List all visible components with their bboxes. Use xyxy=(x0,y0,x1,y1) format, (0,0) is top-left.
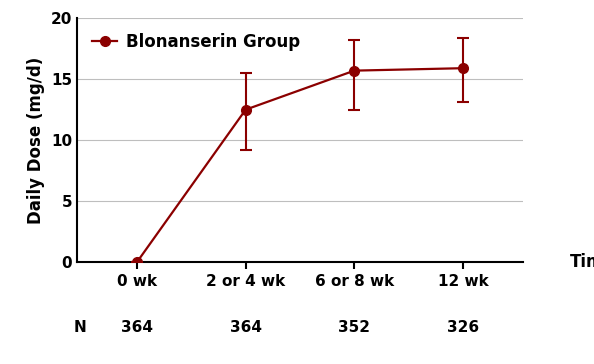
Text: 326: 326 xyxy=(447,320,479,335)
Text: N: N xyxy=(74,320,87,335)
Legend: Blonanserin Group: Blonanserin Group xyxy=(86,27,307,58)
Text: 364: 364 xyxy=(230,320,261,335)
Text: 364: 364 xyxy=(121,320,153,335)
Text: Time: Time xyxy=(570,253,594,271)
Y-axis label: Daily Dose (mg/d): Daily Dose (mg/d) xyxy=(27,56,45,224)
Text: 352: 352 xyxy=(339,320,370,335)
